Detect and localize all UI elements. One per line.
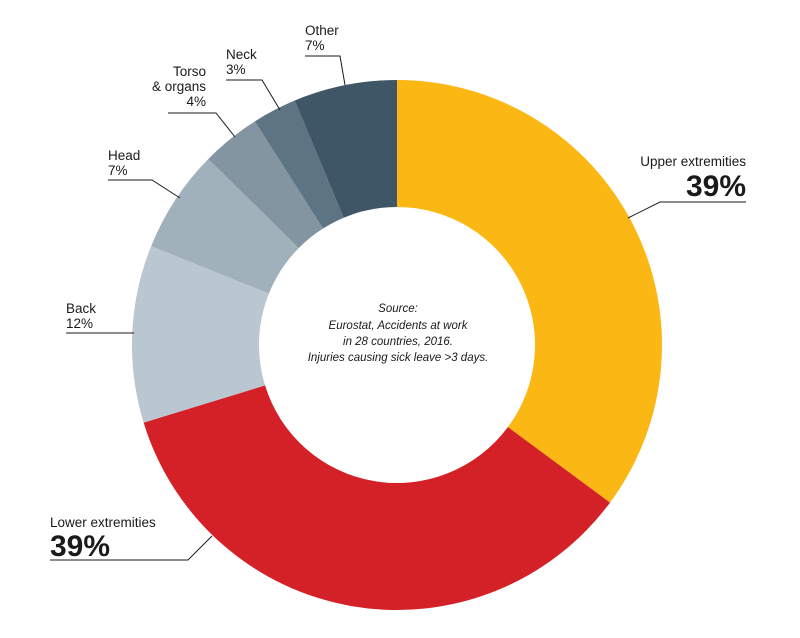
label-head-name: Head (108, 148, 140, 163)
leader-line-torso-organs (168, 112, 236, 138)
label-back-value: 12% (66, 316, 93, 331)
source-note-line: Source: (378, 303, 418, 315)
label-back-name: Back (66, 301, 96, 316)
slices-group (131, 80, 663, 610)
leader-line-lower-extremities (50, 535, 213, 561)
slice-back (131, 246, 269, 423)
source-note-line: in 28 countries, 2016. (343, 336, 453, 348)
leader-line-neck (226, 79, 281, 111)
label-upper-extremities-name: Upper extremities (640, 154, 746, 169)
label-other-name: Other (305, 23, 339, 38)
label-neck-name: Neck (226, 47, 257, 62)
label-head-value: 7% (108, 163, 128, 178)
label-torso-organs-name: Torso (173, 64, 206, 79)
label-torso-organs-name-2: & organs (152, 79, 206, 94)
leader-line-head (108, 179, 181, 199)
leader-line-other (305, 55, 346, 86)
slice-head (151, 158, 299, 294)
slice-torso-organs (208, 121, 323, 249)
label-lower-extremities-name: Lower extremities (50, 515, 156, 530)
label-upper-extremities-value: 39% (686, 170, 746, 203)
source-note: Source: Eurostat, Accidents at work in 28 … (308, 303, 489, 364)
label-lower-extremities-value: 39% (50, 530, 110, 563)
label-neck-value: 3% (226, 62, 246, 77)
label-torso-organs-value: 4% (186, 94, 206, 109)
source-note-line: Injuries causing sick leave >3 days. (308, 352, 489, 364)
slice-upper-extremities (397, 80, 663, 503)
leader-line-upper-extremities (627, 201, 746, 219)
slice-neck (254, 100, 344, 229)
slice-other (294, 80, 397, 218)
label-other-value: 7% (305, 38, 325, 53)
source-note-line: Eurostat, Accidents at work (329, 320, 469, 332)
slice-lower-extremities (143, 385, 611, 610)
